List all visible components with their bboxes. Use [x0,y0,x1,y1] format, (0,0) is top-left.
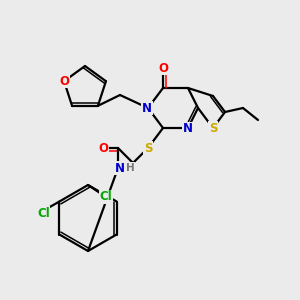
Text: N: N [115,161,125,175]
Text: Cl: Cl [37,207,50,220]
Text: N: N [142,101,152,115]
Text: N: N [183,122,193,136]
Text: O: O [59,75,69,88]
Text: O: O [158,61,168,74]
Text: S: S [144,142,152,154]
Text: Cl: Cl [100,190,112,203]
Text: S: S [209,122,217,134]
Text: O: O [98,142,108,154]
Text: H: H [126,163,134,173]
